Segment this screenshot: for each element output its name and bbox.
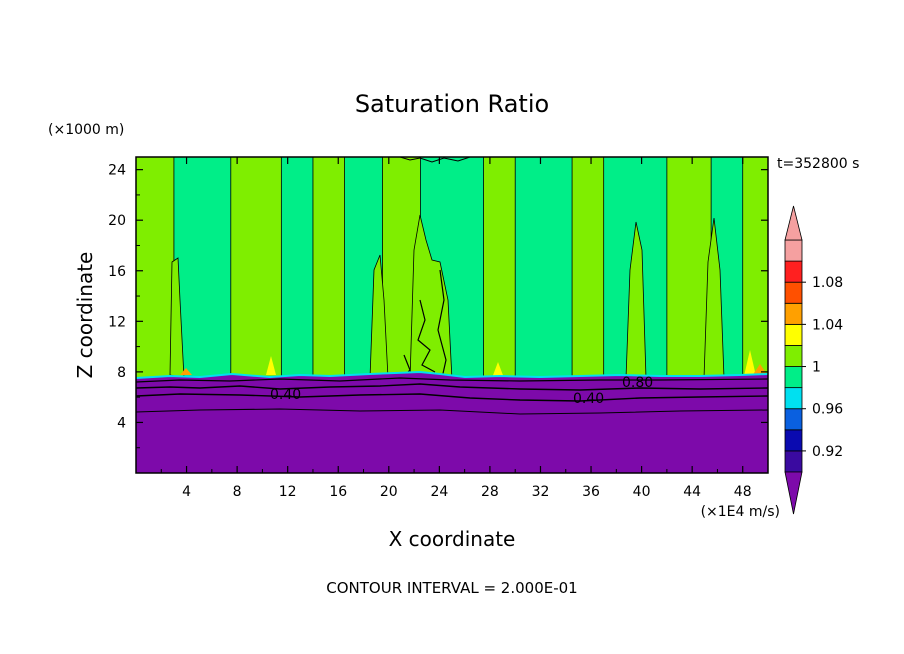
- supersat-spot: [752, 364, 768, 376]
- supersat-spot: [266, 356, 276, 375]
- y-axis-ticks: 4 8 12 16 20 24: [108, 163, 768, 449]
- x-tick-label: 20: [380, 484, 398, 500]
- x-tick-label: 44: [683, 484, 701, 500]
- cloud-tops: [169, 157, 768, 381]
- x-tick-label: 16: [329, 484, 347, 500]
- colorbar-segment: [784, 323, 803, 346]
- colorbar-segment: [784, 260, 803, 283]
- x-unit-label: (×1E4 m/s): [701, 504, 780, 520]
- y-tick-label: 12: [108, 314, 126, 330]
- top-boundary-noise: [399, 157, 471, 163]
- y-unit-label: (×1000 m): [48, 122, 124, 138]
- contour-interval-label: CONTOUR INTERVAL = 2.000E-01: [326, 579, 577, 597]
- colorbar-segment: [784, 450, 803, 473]
- x-tick-label: 28: [481, 484, 499, 500]
- colorbar-tick-label: 1.04: [812, 317, 843, 333]
- colorbar-tick-label: 1.08: [812, 275, 843, 291]
- colorbar-segment: [784, 366, 803, 389]
- x-tick-label: 36: [582, 484, 600, 500]
- colorbar-tick-label: 1: [812, 360, 821, 376]
- contour-line: [136, 408, 768, 415]
- contour-label: 0.80: [622, 375, 653, 391]
- chart-title: Saturation Ratio: [355, 90, 549, 118]
- contour-line: [136, 383, 768, 391]
- colorbar-segment: [784, 239, 803, 262]
- supersat-spot: [744, 350, 756, 376]
- x-tick-label: 48: [734, 484, 752, 500]
- x-tick-label: 4: [182, 484, 191, 500]
- contour-line: [136, 393, 768, 402]
- x-axis-label: X coordinate: [389, 527, 516, 551]
- x-tick-label: 12: [279, 484, 297, 500]
- contour-label: 0.40: [573, 391, 604, 407]
- contour-line: [136, 377, 768, 383]
- cyan-boundary: [136, 370, 768, 379]
- colorbar-segment: [784, 429, 803, 452]
- colorbar: 0.92 0.96 1 1.04 1.08: [784, 205, 843, 515]
- colorbar-segment: [784, 345, 803, 367]
- y-tick-label: 20: [108, 213, 126, 229]
- colorbar-segment: [784, 281, 803, 304]
- colorbar-segment: [784, 302, 803, 325]
- plot-frame: [135, 156, 769, 474]
- cloud-column: [409, 214, 453, 381]
- y-tick-label: 4: [117, 415, 126, 431]
- supersat-spot: [180, 368, 192, 375]
- colorbar-segment: [784, 387, 803, 410]
- y-tick-label: 8: [117, 365, 126, 381]
- colorbar-over-arrow: [784, 205, 803, 241]
- colorbar-segment: [784, 408, 803, 431]
- heatmap-field: [136, 157, 768, 473]
- colorbar-tick-label: 0.92: [812, 444, 843, 460]
- supersat-spot: [492, 362, 504, 378]
- x-axis-ticks: 4 8 12 16 20 24 28 32 36 40 44 48: [160, 157, 752, 500]
- y-tick-label: 16: [108, 264, 126, 280]
- x-tick-label: 40: [633, 484, 651, 500]
- contour-label: 0.40: [270, 387, 301, 403]
- x-tick-label: 8: [233, 484, 242, 500]
- y-tick-label: 24: [108, 163, 126, 179]
- colorbar-under-arrow: [784, 471, 803, 515]
- x-tick-label: 24: [430, 484, 448, 500]
- colorbar-tick-label: 0.96: [812, 402, 843, 418]
- y-axis-label: Z coordinate: [73, 252, 97, 379]
- time-label: t=352800 s: [777, 156, 859, 172]
- x-tick-label: 32: [532, 484, 550, 500]
